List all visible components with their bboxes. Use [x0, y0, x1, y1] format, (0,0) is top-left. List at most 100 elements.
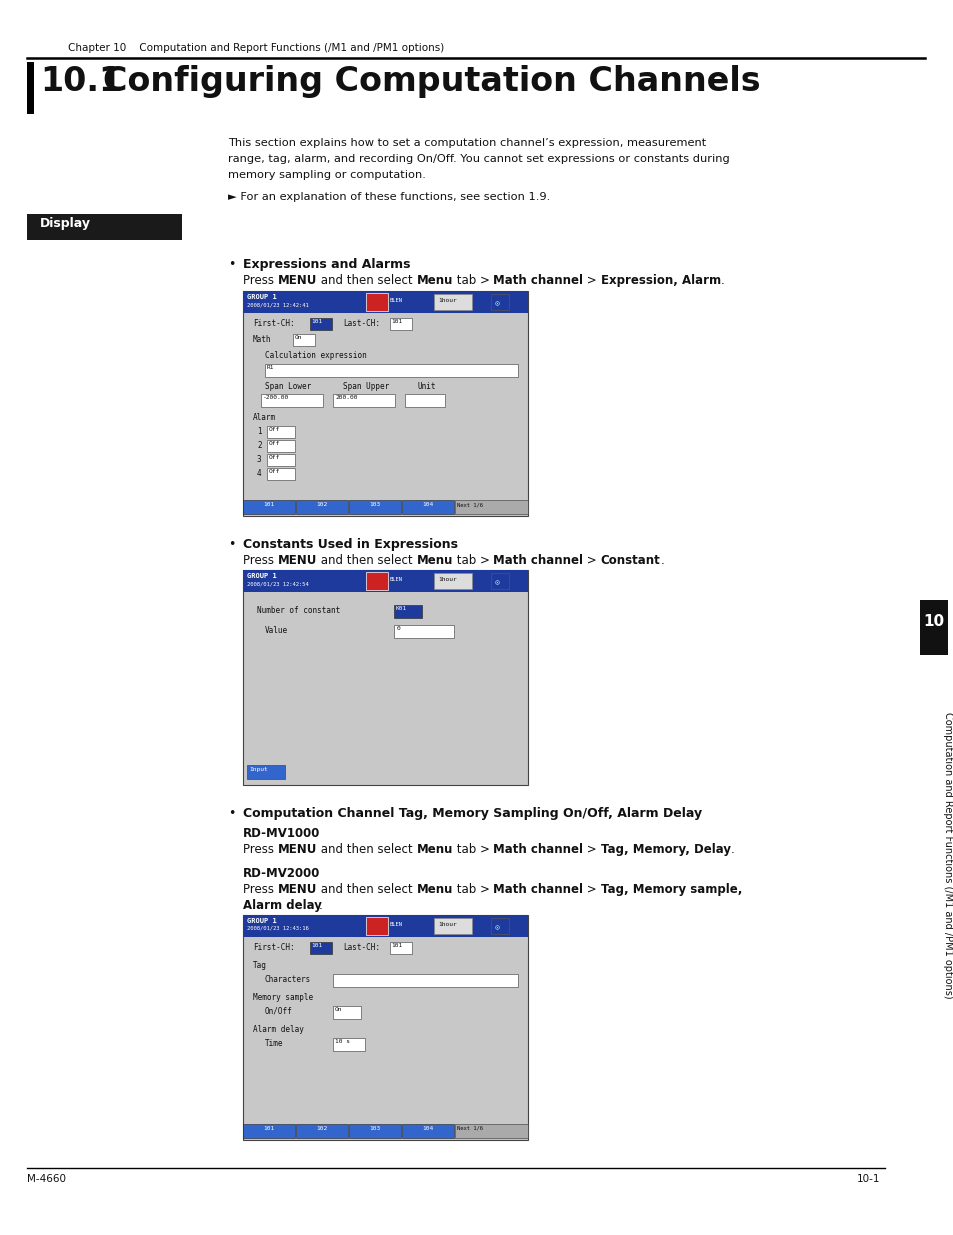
Text: 2008/01/23 12:43:16: 2008/01/23 12:43:16	[247, 926, 309, 931]
Text: Alarm delay: Alarm delay	[253, 1025, 304, 1034]
Text: RD-MV2000: RD-MV2000	[243, 867, 320, 881]
Bar	[243, 571, 527, 592]
Text: 10 s: 10 s	[335, 1039, 350, 1044]
Bar	[401, 1124, 454, 1137]
Text: Unit: Unit	[417, 382, 436, 391]
Bar	[293, 333, 314, 346]
Text: Off: Off	[269, 427, 280, 432]
Text: .: .	[730, 844, 734, 856]
Text: On: On	[294, 335, 302, 340]
Text: 101: 101	[263, 501, 274, 508]
Text: .: .	[318, 899, 322, 911]
Text: First-CH:: First-CH:	[253, 944, 294, 952]
Text: Off: Off	[269, 454, 280, 459]
Text: Input: Input	[249, 767, 268, 772]
Bar	[349, 1124, 400, 1137]
Text: Number of constant: Number of constant	[256, 606, 340, 615]
Text: and then select: and then select	[316, 555, 416, 567]
Text: Menu: Menu	[416, 555, 453, 567]
Text: Computation and Report Functions (/M1 and /PM1 options): Computation and Report Functions (/M1 an…	[942, 711, 952, 998]
Text: 101: 101	[311, 319, 322, 324]
Text: •: •	[228, 538, 235, 551]
Text: GROUP 1: GROUP 1	[247, 573, 276, 579]
Bar	[265, 364, 517, 377]
Text: 101: 101	[391, 944, 402, 948]
Text: 102: 102	[316, 1126, 327, 1131]
Text: R1: R1	[267, 366, 274, 370]
Text: ► For an explanation of these functions, see section 1.9.: ► For an explanation of these functions,…	[228, 191, 550, 203]
Bar	[243, 500, 294, 514]
Bar	[243, 291, 527, 312]
Text: 4: 4	[256, 469, 261, 478]
Bar	[310, 317, 332, 330]
Text: MENU: MENU	[277, 883, 316, 897]
Text: .: .	[659, 555, 663, 567]
Text: Characters: Characters	[265, 974, 311, 984]
Text: Chapter 10    Computation and Report Functions (/M1 and /PM1 options): Chapter 10 Computation and Report Functi…	[68, 43, 444, 53]
Text: Last-CH:: Last-CH:	[343, 944, 379, 952]
Text: On/Off: On/Off	[265, 1007, 293, 1016]
Text: and then select: and then select	[316, 274, 416, 287]
Bar	[434, 294, 472, 310]
Text: Constant: Constant	[600, 555, 659, 567]
Text: tab >: tab >	[453, 555, 493, 567]
Text: MENU: MENU	[277, 844, 316, 856]
Bar	[295, 1124, 348, 1137]
Bar	[243, 571, 527, 785]
Text: ⊙: ⊙	[495, 299, 499, 308]
Bar	[243, 915, 527, 1140]
Text: Next 1/6: Next 1/6	[456, 1126, 482, 1131]
Bar	[401, 500, 454, 514]
Text: Tag, Memory, Delay: Tag, Memory, Delay	[600, 844, 730, 856]
Bar	[333, 1007, 360, 1019]
Text: Span Lower: Span Lower	[265, 382, 311, 391]
Text: 2008/01/23 12:42:54: 2008/01/23 12:42:54	[247, 580, 309, 585]
Bar	[247, 764, 285, 779]
Bar	[349, 500, 400, 514]
Text: Last-CH:: Last-CH:	[343, 319, 379, 329]
Text: 2: 2	[256, 441, 261, 450]
Text: •: •	[228, 258, 235, 270]
Bar	[390, 317, 412, 330]
Text: Menu: Menu	[416, 274, 453, 287]
Text: >: >	[583, 844, 600, 856]
Text: Math channel: Math channel	[493, 555, 583, 567]
Bar	[455, 1124, 527, 1137]
Text: tab >: tab >	[453, 274, 493, 287]
Text: 102: 102	[316, 501, 327, 508]
Bar	[333, 394, 395, 408]
Bar	[365, 572, 387, 590]
Text: 3: 3	[256, 454, 261, 464]
Bar	[434, 573, 472, 589]
Bar	[27, 214, 182, 240]
Bar	[243, 291, 527, 516]
Text: Expression, Alarm: Expression, Alarm	[600, 274, 720, 287]
Text: tab >: tab >	[453, 844, 493, 856]
Text: ⊙: ⊙	[495, 578, 499, 587]
Bar	[434, 918, 472, 934]
Bar	[405, 394, 444, 408]
Bar	[491, 294, 508, 310]
Text: 10-1: 10-1	[856, 1174, 879, 1184]
Bar	[394, 625, 454, 638]
Text: Math channel: Math channel	[493, 844, 583, 856]
Text: Calculation expression: Calculation expression	[265, 351, 366, 359]
Text: Time: Time	[265, 1039, 283, 1049]
Text: 2008/01/23 12:42:41: 2008/01/23 12:42:41	[247, 303, 309, 308]
Bar	[365, 918, 387, 935]
Text: Value: Value	[265, 626, 288, 635]
Bar	[261, 394, 323, 408]
Text: BLEN: BLEN	[389, 577, 402, 582]
Text: GROUP 1: GROUP 1	[247, 918, 276, 924]
Text: 101: 101	[391, 319, 402, 324]
Text: and then select: and then select	[316, 844, 416, 856]
Bar	[27, 62, 34, 114]
Text: BLEN: BLEN	[389, 923, 402, 927]
Text: 1hour: 1hour	[437, 923, 456, 927]
Text: 200.00: 200.00	[335, 395, 357, 400]
Text: Press: Press	[243, 274, 277, 287]
Text: Off: Off	[269, 441, 280, 446]
Text: Press: Press	[243, 844, 277, 856]
Text: K01: K01	[395, 606, 407, 611]
Bar	[365, 293, 387, 311]
